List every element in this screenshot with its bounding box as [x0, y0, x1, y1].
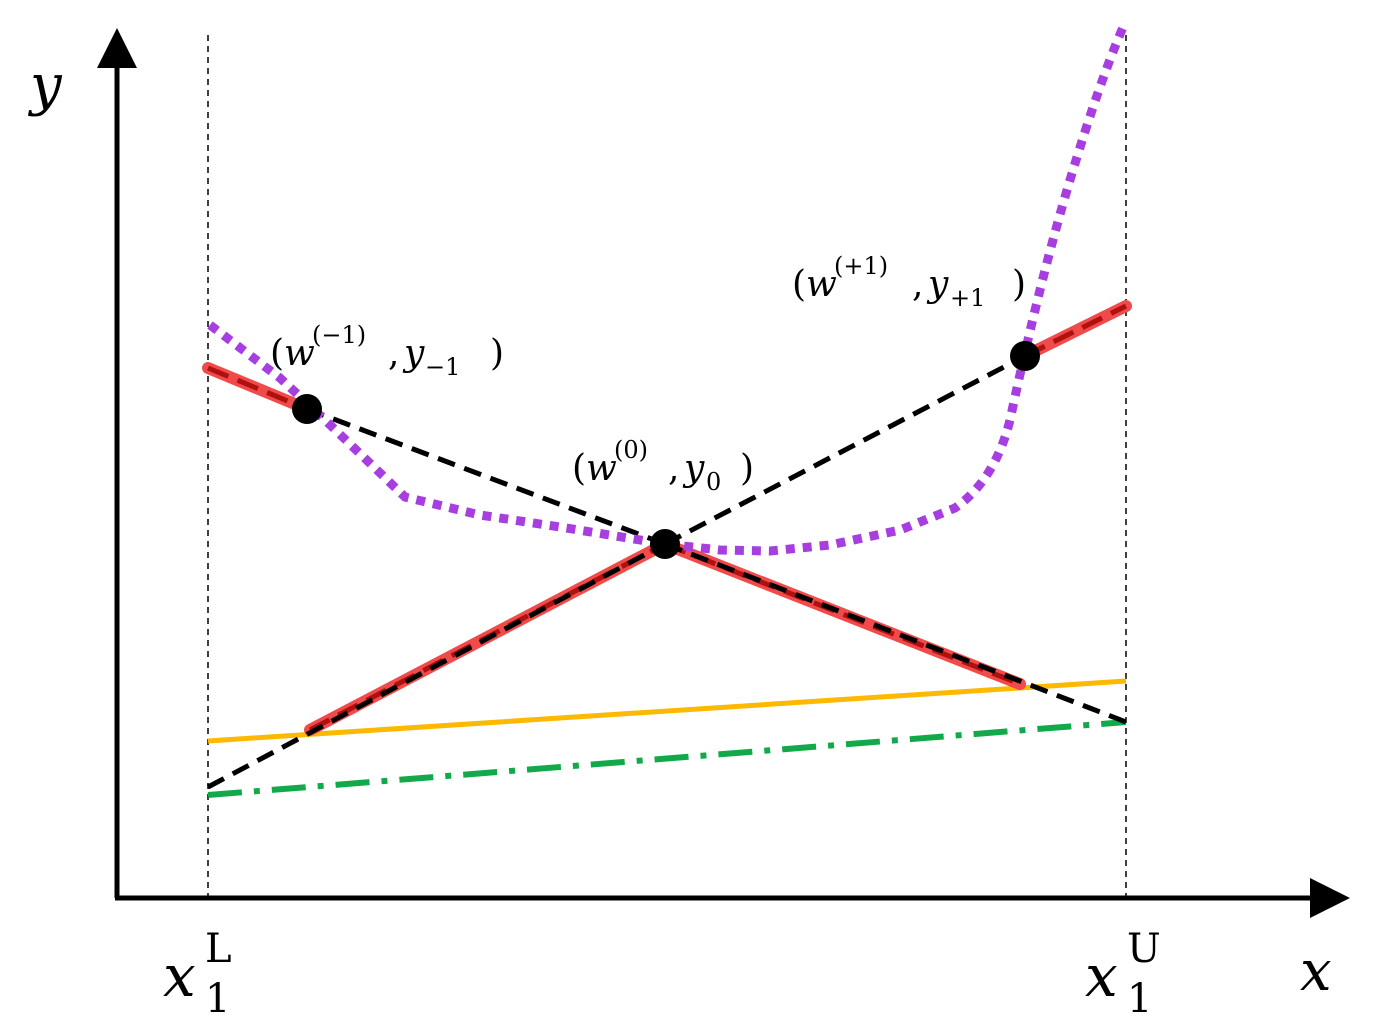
svg-text:): ): [1012, 264, 1026, 305]
svg-text:y: y: [926, 264, 949, 305]
svg-text:−1: −1: [425, 353, 460, 381]
lower-bound-label: x L 1: [163, 926, 232, 1022]
orange-line: [207, 678, 1127, 744]
point-plus-label: ( w (+1) , y +1 ): [792, 252, 1026, 312]
upper-bound-label: x U 1: [1085, 926, 1161, 1022]
point-zero-label: ( w (0) , y 0 ): [572, 436, 754, 496]
point-plus: [1010, 341, 1040, 371]
svg-text:+1: +1: [950, 284, 985, 312]
svg-text:L: L: [205, 926, 232, 972]
svg-text:(−1): (−1): [312, 321, 366, 349]
svg-text:1: 1: [1127, 976, 1152, 1022]
purple-dotted-curve: [207, 23, 1129, 556]
svg-text:w: w: [806, 264, 837, 305]
svg-text:y: y: [402, 333, 425, 374]
point-minus: [292, 394, 322, 424]
svg-text:0: 0: [706, 468, 721, 496]
y-axis-label: y: [27, 53, 63, 118]
x-axis-label: x: [1300, 939, 1332, 1004]
svg-text:U: U: [1127, 926, 1161, 972]
svg-text:,: ,: [668, 448, 679, 489]
svg-text:,: ,: [912, 264, 923, 305]
svg-text:(: (: [270, 333, 284, 374]
svg-text:): ): [740, 448, 754, 489]
svg-text:y: y: [682, 448, 705, 489]
svg-text:w: w: [284, 333, 315, 374]
svg-text:x: x: [1085, 942, 1118, 1010]
point-minus-label: ( w (−1) , y −1 ): [270, 321, 504, 381]
svg-text:(0): (0): [614, 436, 648, 464]
svg-text:1: 1: [205, 976, 230, 1022]
svg-text:w: w: [586, 448, 617, 489]
svg-text:,: ,: [388, 333, 399, 374]
svg-text:x: x: [163, 942, 196, 1010]
black-dashed-secants: [206, 353, 1127, 790]
green-dashdot-line: [207, 719, 1127, 798]
svg-text:(: (: [792, 264, 806, 305]
svg-text:(+1): (+1): [834, 252, 888, 280]
point-zero: [650, 529, 680, 559]
svg-text:(: (: [572, 448, 586, 489]
svg-text:): ): [490, 333, 504, 374]
